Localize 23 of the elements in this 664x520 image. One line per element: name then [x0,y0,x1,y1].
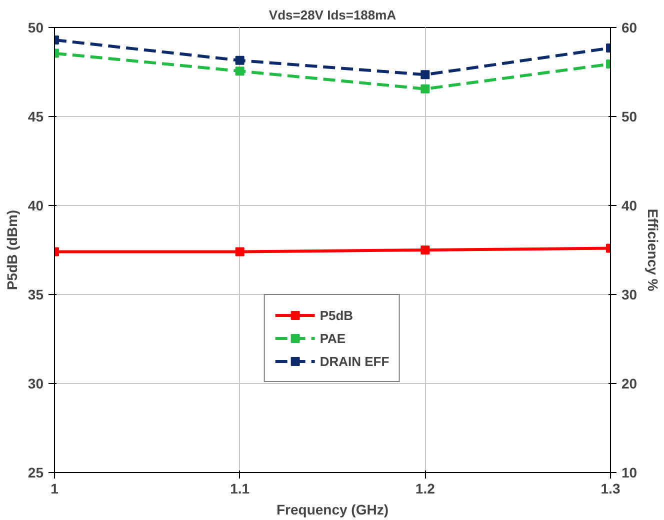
x-axis-title: Frequency (GHz) [276,502,389,518]
y2-tick-label: 40 [622,198,638,214]
y2-tick-label: 10 [622,464,638,480]
y2-tick-label: 60 [622,20,638,36]
y-tick-label: 40 [28,198,44,214]
x-tick-label: 1 [50,480,59,496]
y-tick-label: 35 [28,286,44,302]
chart-title: Vds=28V Ids=188mA [268,8,397,22]
y2-tick-label: 50 [622,108,638,124]
x-tick-label: 1.3 [600,480,620,496]
y2-tick-label: 20 [622,376,638,392]
legend-label: PAE [320,330,346,346]
y-tick-label: 25 [28,464,44,480]
x-tick-label: 1.1 [230,480,250,496]
legend-label: DRAIN EFF [320,354,390,368]
y-axis-title: P5dB (dBm) [4,210,20,290]
y-tick-label: 50 [28,20,44,36]
x-tick-label: 1.2 [415,480,436,496]
y-tick-label: 45 [28,108,44,124]
y2-axis-title: Efficiency % [645,208,662,292]
legend-label: P5dB [320,308,354,322]
y-tick-label: 30 [28,376,44,392]
y2-tick-label: 30 [622,286,638,302]
